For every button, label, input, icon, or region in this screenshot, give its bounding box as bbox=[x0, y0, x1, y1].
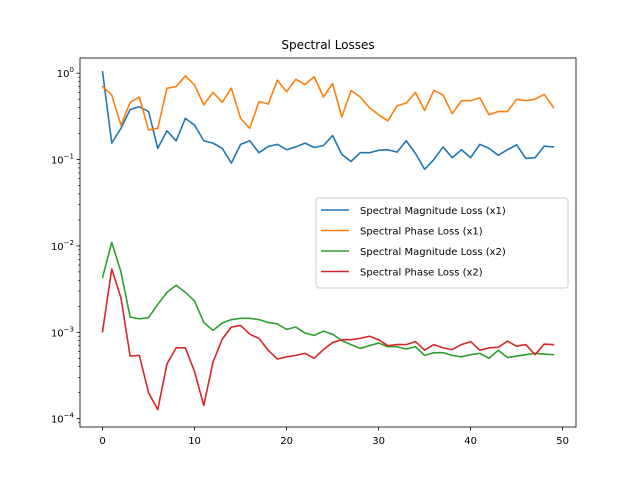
axes: 0 10 20 30 40 50 10−4 10−3 10−2 10−1 100 bbox=[51, 57, 577, 447]
y-tick-label: 100 bbox=[57, 66, 74, 80]
y-tick-label: 10−3 bbox=[51, 325, 74, 339]
x-tick-label: 50 bbox=[556, 436, 569, 447]
legend-label-3: Spectral Magnitude Loss (x2) bbox=[360, 247, 506, 258]
chart-title: Spectral Losses bbox=[281, 38, 374, 52]
legend: Spectral Magnitude Loss (x1) Spectral Pha… bbox=[315, 197, 569, 289]
y-tick-label: 10−2 bbox=[51, 239, 74, 253]
x-tick-label: 20 bbox=[280, 436, 293, 447]
legend-label-4: Spectral Phase Loss (x2) bbox=[360, 268, 483, 279]
x-tick-label: 10 bbox=[188, 436, 201, 447]
series-line-1 bbox=[101, 70, 555, 171]
series-line-2 bbox=[101, 75, 555, 131]
legend-label-2: Spectral Phase Loss (x1) bbox=[360, 227, 483, 238]
series-line-3 bbox=[101, 241, 555, 360]
x-tick-label: 30 bbox=[372, 436, 385, 447]
legend-label-1: Spectral Magnitude Loss (x1) bbox=[360, 206, 506, 217]
axes-frame bbox=[79, 57, 577, 428]
legend-box bbox=[315, 197, 569, 289]
series-line-4 bbox=[101, 268, 555, 411]
x-tick-label: 40 bbox=[464, 436, 477, 447]
plot-area bbox=[101, 70, 555, 411]
y-tick-label: 10−4 bbox=[51, 412, 75, 426]
y-tick-label: 10−1 bbox=[51, 153, 74, 167]
x-tick-label: 0 bbox=[99, 436, 105, 447]
